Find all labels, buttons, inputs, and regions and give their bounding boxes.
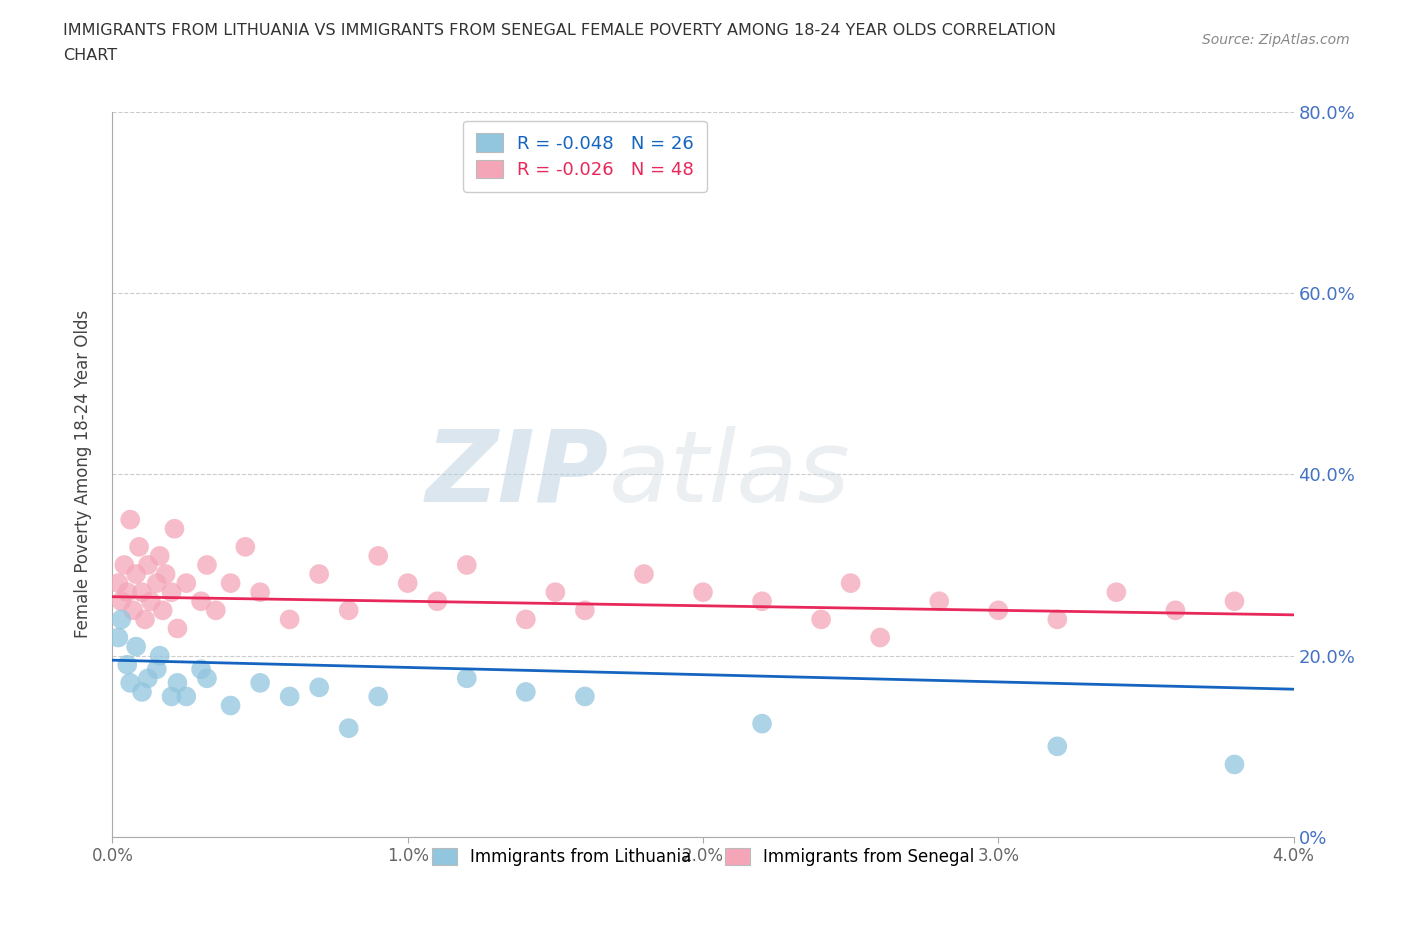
Point — [131, 684, 153, 699]
Point — [107, 576, 129, 591]
Point — [987, 603, 1010, 618]
Y-axis label: Female Poverty Among 18-24 Year Olds: Female Poverty Among 18-24 Year Olds — [73, 311, 91, 638]
Text: IMMIGRANTS FROM LITHUANIA VS IMMIGRANTS FROM SENEGAL FEMALE POVERTY AMONG 18-24 : IMMIGRANTS FROM LITHUANIA VS IMMIGRANTS … — [63, 23, 1056, 38]
Point — [1105, 585, 1128, 600]
Point — [110, 594, 132, 609]
Point — [152, 603, 174, 618]
Point — [125, 566, 148, 581]
Point — [155, 566, 177, 581]
Point — [574, 689, 596, 704]
Point — [163, 521, 186, 536]
Text: CHART: CHART — [63, 48, 117, 63]
Point — [146, 662, 169, 677]
Point — [205, 603, 228, 618]
Point — [136, 671, 159, 685]
Point — [692, 585, 714, 600]
Point — [174, 576, 197, 591]
Point — [456, 671, 478, 685]
Point — [308, 680, 330, 695]
Point — [120, 675, 142, 690]
Point — [190, 594, 212, 609]
Point — [810, 612, 832, 627]
Point — [128, 539, 150, 554]
Point — [278, 689, 301, 704]
Point — [426, 594, 449, 609]
Point — [166, 621, 188, 636]
Point — [160, 689, 183, 704]
Point — [233, 539, 256, 554]
Text: ZIP: ZIP — [426, 426, 609, 523]
Point — [149, 549, 172, 564]
Point — [117, 658, 138, 672]
Point — [174, 689, 197, 704]
Point — [125, 639, 148, 654]
Point — [396, 576, 419, 591]
Point — [110, 612, 132, 627]
Point — [107, 631, 129, 645]
Point — [869, 631, 891, 645]
Point — [160, 585, 183, 600]
Point — [190, 662, 212, 677]
Point — [219, 576, 242, 591]
Point — [120, 512, 142, 527]
Point — [1223, 757, 1246, 772]
Point — [574, 603, 596, 618]
Point — [1046, 612, 1069, 627]
Point — [928, 594, 950, 609]
Point — [751, 716, 773, 731]
Point — [134, 612, 156, 627]
Point — [337, 603, 360, 618]
Point — [278, 612, 301, 627]
Point — [195, 671, 218, 685]
Point — [515, 684, 537, 699]
Text: Source: ZipAtlas.com: Source: ZipAtlas.com — [1202, 33, 1350, 46]
Point — [337, 721, 360, 736]
Point — [751, 594, 773, 609]
Point — [456, 558, 478, 573]
Point — [249, 585, 271, 600]
Point — [367, 549, 389, 564]
Point — [112, 558, 135, 573]
Point — [1223, 594, 1246, 609]
Text: atlas: atlas — [609, 426, 851, 523]
Point — [166, 675, 188, 690]
Point — [249, 675, 271, 690]
Point — [367, 689, 389, 704]
Point — [219, 698, 242, 713]
Point — [633, 566, 655, 581]
Point — [544, 585, 567, 600]
Point — [117, 585, 138, 600]
Point — [136, 558, 159, 573]
Point — [1164, 603, 1187, 618]
Point — [149, 648, 172, 663]
Point — [139, 594, 162, 609]
Point — [1046, 738, 1069, 753]
Point — [308, 566, 330, 581]
Point — [195, 558, 218, 573]
Point — [146, 576, 169, 591]
Point — [515, 612, 537, 627]
Point — [131, 585, 153, 600]
Point — [122, 603, 145, 618]
Point — [839, 576, 862, 591]
Legend: Immigrants from Lithuania, Immigrants from Senegal: Immigrants from Lithuania, Immigrants fr… — [419, 834, 987, 880]
